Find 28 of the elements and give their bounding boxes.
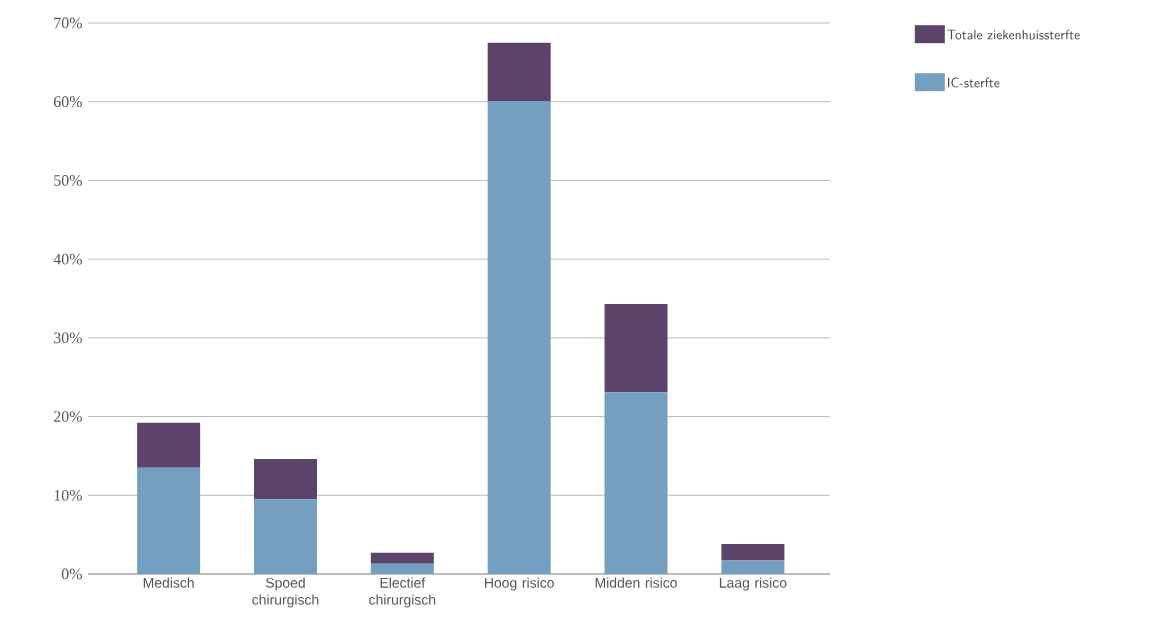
bar — [370, 563, 434, 574]
x-tick-label: Electief chirurgisch — [369, 577, 436, 608]
x-tick-label: Midden risico — [595, 577, 677, 588]
bar — [487, 42, 551, 101]
bar — [487, 100, 551, 574]
y-tick-label: 60% — [53, 96, 82, 108]
bar — [721, 544, 785, 561]
y-tick-label: 30% — [54, 332, 82, 344]
y-tick-label: 10% — [54, 489, 82, 501]
legend-label: IC-sterfte — [948, 77, 1000, 88]
bar — [721, 560, 785, 574]
x-tick-label: Laag risico — [719, 577, 787, 591]
bar — [253, 499, 317, 574]
y-tick-label: 40% — [53, 253, 82, 265]
bar — [604, 304, 668, 393]
y-tick-label: 20% — [53, 411, 82, 422]
bar — [137, 467, 201, 574]
x-tick-label: Spoed chirurgisch — [252, 577, 319, 608]
y-tick-label: 70% — [54, 17, 82, 29]
bar — [137, 422, 201, 468]
y-tick-label: 0% — [61, 568, 82, 580]
legend-label: Totale ziekenhuissterfte — [947, 29, 1080, 40]
y-tick-label: 50% — [54, 175, 82, 186]
bar — [253, 459, 317, 500]
bar — [370, 552, 434, 564]
x-tick-label: Hoog risico — [485, 577, 554, 591]
bar — [604, 392, 668, 574]
x-tick-label: Medisch — [143, 577, 194, 588]
